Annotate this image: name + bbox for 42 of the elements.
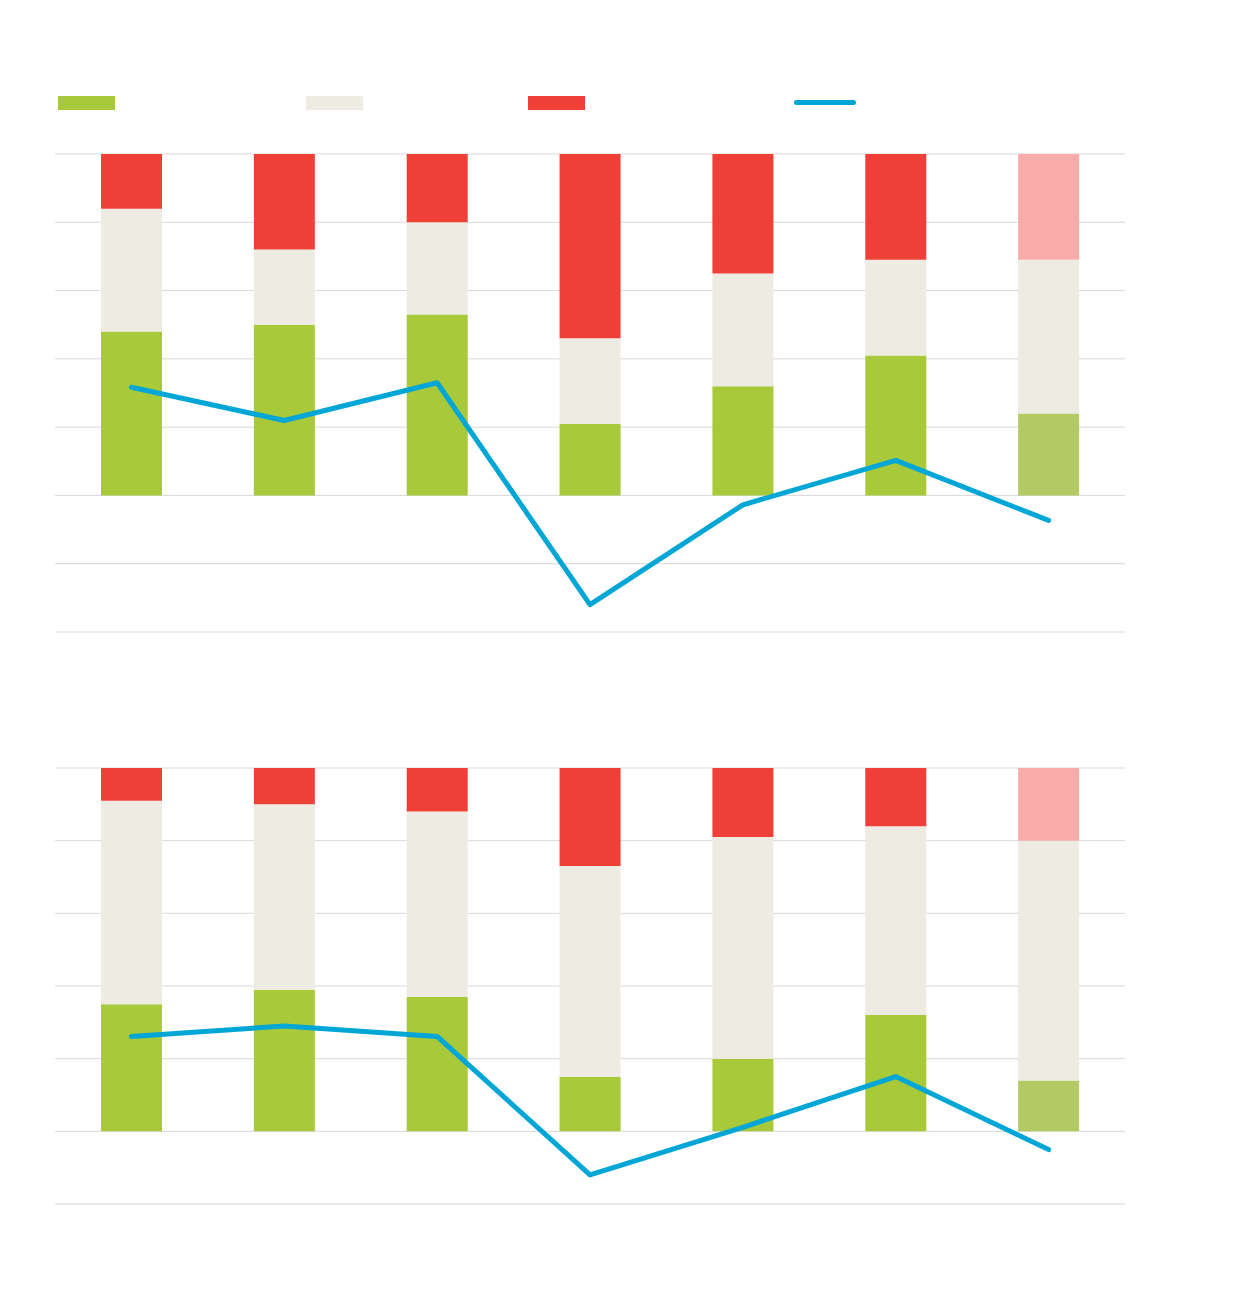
bar <box>406 996 468 1132</box>
bar <box>712 837 774 1059</box>
bar <box>406 222 468 315</box>
bar <box>253 324 315 496</box>
bar <box>559 768 621 867</box>
bar <box>101 208 162 332</box>
bar <box>253 768 315 805</box>
bar <box>101 154 162 209</box>
bar <box>559 154 621 339</box>
bar <box>712 154 774 274</box>
bar <box>1018 259 1080 414</box>
bar <box>559 866 621 1077</box>
bar <box>712 273 774 387</box>
bar <box>865 826 927 1016</box>
bar <box>406 768 468 812</box>
bar <box>253 989 315 1132</box>
bar <box>865 768 927 827</box>
bar <box>559 423 621 496</box>
bar <box>406 154 468 223</box>
bar <box>101 331 162 496</box>
bar <box>865 154 927 260</box>
bar <box>712 386 774 496</box>
bar <box>712 1058 774 1132</box>
bar <box>865 1015 927 1132</box>
bar <box>406 811 468 997</box>
bar <box>1018 840 1080 1081</box>
bar <box>1018 154 1080 260</box>
bar <box>1018 1080 1080 1132</box>
bar <box>253 154 315 250</box>
bar <box>559 338 621 424</box>
bar <box>253 804 315 990</box>
bar <box>1018 413 1080 496</box>
bar <box>865 355 927 496</box>
bar <box>559 1076 621 1132</box>
bar <box>712 768 774 838</box>
bar <box>865 259 927 356</box>
bar <box>253 249 315 325</box>
bar <box>101 768 162 801</box>
bar <box>406 314 468 496</box>
bar <box>101 800 162 1005</box>
bar <box>1018 768 1080 841</box>
bar <box>101 1004 162 1132</box>
